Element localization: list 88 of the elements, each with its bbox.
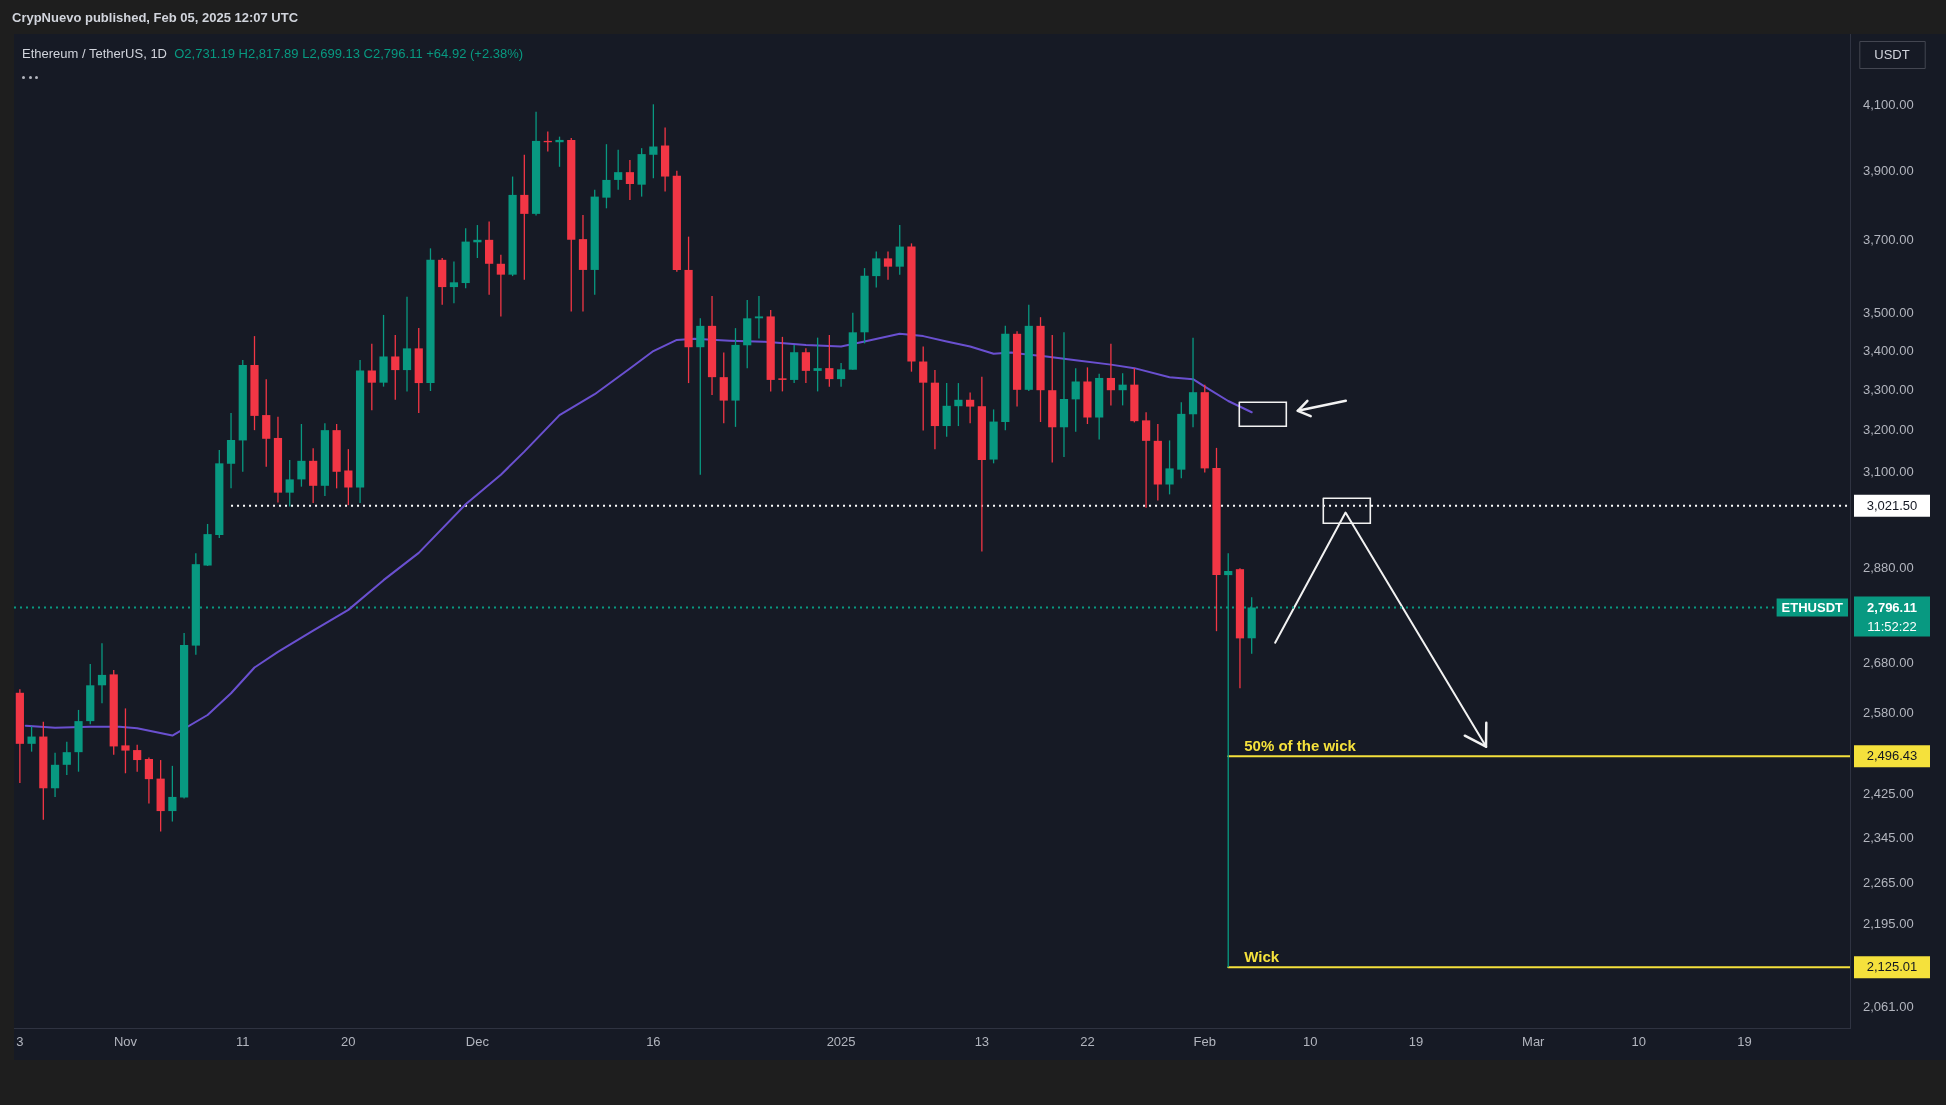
candlestick bbox=[883, 250, 893, 281]
candlestick bbox=[62, 741, 71, 776]
y-tick-label: 3,500.00 bbox=[1863, 304, 1914, 320]
candlestick bbox=[813, 336, 822, 393]
x-tick-label: 20 bbox=[341, 1034, 356, 1050]
candlestick bbox=[168, 765, 177, 823]
x-tick-label: 16 bbox=[646, 1034, 661, 1050]
candlestick bbox=[836, 362, 846, 388]
candlestick bbox=[778, 336, 787, 393]
candlestick bbox=[614, 149, 623, 191]
x-tick-label: 19 bbox=[1737, 1034, 1752, 1050]
y-tick-label: 4,100.00 bbox=[1863, 97, 1914, 113]
y-tick-label: 2,195.00 bbox=[1863, 916, 1914, 932]
y-tick-label: 2,880.00 bbox=[1863, 560, 1914, 576]
text: 11:52:22 bbox=[1867, 619, 1917, 635]
candlestick bbox=[285, 459, 294, 508]
y-tick-label: 3,300.00 bbox=[1863, 381, 1914, 397]
x-tick-label: 3 bbox=[16, 1034, 24, 1050]
text: Ethereum / TetherUS, 1D bbox=[22, 45, 167, 61]
candlestick bbox=[133, 744, 142, 773]
x-tick-label: 13 bbox=[974, 1034, 990, 1050]
candlestick bbox=[602, 143, 611, 209]
y-tick-label: 3,100.00 bbox=[1863, 463, 1914, 479]
candlestick bbox=[297, 423, 306, 488]
candlestick bbox=[825, 334, 834, 388]
candlestick bbox=[391, 334, 400, 401]
x-tick-label: 22 bbox=[1080, 1034, 1095, 1050]
candlestick bbox=[402, 296, 412, 393]
candlestick bbox=[625, 159, 635, 201]
candlestick bbox=[649, 103, 658, 179]
x-tick-label: Mar bbox=[1522, 1034, 1546, 1050]
x-tick-label: Dec bbox=[465, 1034, 490, 1050]
text: CrypNuevo published, Feb 05, 2025 12:07 UTC bbox=[12, 9, 299, 25]
candlestick bbox=[696, 317, 705, 476]
data-label: 2,496.43 bbox=[1866, 748, 1918, 764]
x-tick-label: Nov bbox=[113, 1034, 138, 1050]
candlestick bbox=[144, 756, 154, 805]
x-tick-label: Feb bbox=[1193, 1034, 1216, 1050]
candlestick bbox=[1071, 367, 1080, 433]
data-label: 2,796.11 bbox=[1867, 599, 1917, 615]
candlestick bbox=[121, 707, 130, 774]
y-tick-label: 2,345.00 bbox=[1863, 829, 1914, 845]
candlestick bbox=[485, 220, 494, 296]
annotation: Wick bbox=[1244, 948, 1280, 966]
y-tick-label: 2,680.00 bbox=[1863, 654, 1914, 670]
candlestick bbox=[262, 378, 271, 468]
x-tick-label: 10 bbox=[1303, 1034, 1318, 1050]
candlestick bbox=[97, 642, 107, 704]
candlestick bbox=[1165, 439, 1174, 496]
candlestick bbox=[367, 343, 376, 411]
y-tick-label: 2,425.00 bbox=[1863, 785, 1914, 801]
candlestick bbox=[344, 448, 353, 506]
candlestick bbox=[895, 224, 904, 276]
data-label: 2,125.01 bbox=[1866, 959, 1918, 975]
data-label: 3,021.50 bbox=[1866, 497, 1918, 513]
y-tick-label: 3,200.00 bbox=[1863, 422, 1914, 438]
candlestick bbox=[449, 260, 459, 304]
candlestick bbox=[50, 752, 60, 798]
y-tick-label: 3,700.00 bbox=[1863, 231, 1914, 247]
x-tick-label: 10 bbox=[1631, 1034, 1647, 1050]
candlestick bbox=[966, 391, 975, 424]
candlestick bbox=[27, 725, 36, 753]
candlestick bbox=[954, 382, 963, 427]
series-label: ETHUSDT bbox=[1781, 599, 1844, 615]
candlestick bbox=[919, 345, 928, 432]
x-tick-label: 2025 bbox=[826, 1034, 856, 1050]
y-tick-label: 2,580.00 bbox=[1863, 704, 1914, 720]
y-axis-title: USDT bbox=[1874, 46, 1910, 62]
candlestick bbox=[942, 382, 951, 438]
candlestick bbox=[555, 135, 564, 168]
y-tick-label: 3,400.00 bbox=[1863, 342, 1914, 358]
candlestick bbox=[1142, 411, 1151, 509]
y-tick-label: 2,061.00 bbox=[1863, 999, 1914, 1015]
candlestick bbox=[473, 224, 482, 259]
candlestick bbox=[226, 412, 236, 490]
candlestick bbox=[801, 347, 810, 384]
x-tick-label: 11 bbox=[236, 1034, 250, 1050]
candlestick bbox=[719, 351, 728, 424]
candlestick bbox=[872, 250, 881, 289]
y-tick-label: 3,900.00 bbox=[1863, 162, 1914, 178]
candlestick bbox=[520, 154, 529, 281]
candlestick bbox=[1106, 343, 1116, 407]
text: O2,731.19 H2,817.89 L2,699.13 C2,796.11 +64.92 (+2.38%) bbox=[174, 45, 524, 61]
candlestick bbox=[1188, 336, 1198, 428]
candlestick bbox=[496, 254, 505, 318]
candlestick bbox=[754, 295, 764, 340]
y-tick-label: 2,265.00 bbox=[1863, 875, 1914, 891]
x-tick-label: 19 bbox=[1408, 1034, 1424, 1050]
